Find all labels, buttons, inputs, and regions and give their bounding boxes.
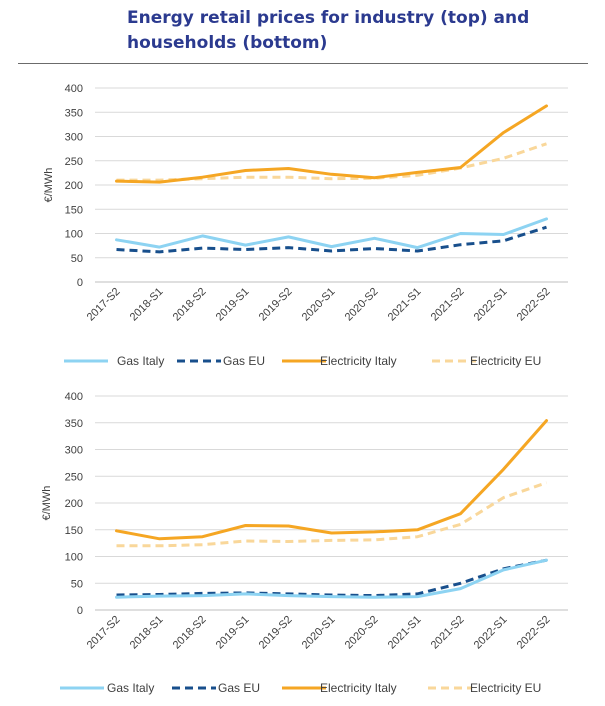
- x-tick-label: 2019-S2: [257, 286, 295, 324]
- x-tick-label: 2022-S1: [472, 286, 510, 324]
- y-tick-label: 200: [65, 180, 83, 192]
- y-tick-label: 50: [71, 253, 83, 265]
- legend-label-electricity-eu: Electricity EU: [470, 354, 541, 368]
- legend-label-electricity-italy: Electricity Italy: [320, 354, 397, 368]
- series-line-gas-eu: [116, 225, 547, 254]
- x-tick-label: 2017-S2: [85, 614, 123, 652]
- x-tick-label: 2020-S2: [343, 614, 381, 652]
- y-tick-label: 250: [65, 156, 83, 168]
- x-tick-label: 2021-S2: [429, 286, 467, 324]
- y-tick-label: 100: [65, 229, 83, 241]
- legend-label-gas-eu: Gas EU: [223, 354, 265, 368]
- x-tick-label: 2021-S1: [386, 286, 424, 324]
- x-tick-label: 2018-S1: [128, 614, 166, 652]
- x-tick-label: 2019-S1: [214, 286, 252, 324]
- x-tick-label: 2018-S2: [171, 614, 209, 652]
- series-line-gas-eu: [116, 558, 547, 598]
- y-tick-label: 400: [65, 83, 83, 95]
- y-tick-label: 300: [65, 132, 83, 144]
- y-tick-label: 150: [65, 525, 83, 537]
- x-tick-label: 2020-S1: [300, 286, 338, 324]
- legend-label-electricity-eu: Electricity EU: [470, 681, 541, 695]
- x-tick-label: 2018-S1: [128, 286, 166, 324]
- y-tick-label: 150: [65, 204, 83, 216]
- x-tick-label: 2022-S1: [472, 614, 510, 652]
- legend-label-electricity-italy: Electricity Italy: [320, 681, 397, 695]
- x-tick-label: 2017-S2: [85, 286, 123, 324]
- page-title: Energy retail prices for industry (top) …: [127, 8, 530, 53]
- y-tick-label: 200: [65, 498, 83, 510]
- x-tick-label: 2021-S1: [386, 614, 424, 652]
- y-tick-label: 0: [77, 605, 83, 617]
- series-line-electricity-eu: [116, 481, 547, 548]
- y-tick-label: 50: [71, 578, 83, 590]
- y-tick-label: 250: [65, 471, 83, 483]
- x-tick-label: 2022-S2: [515, 614, 553, 652]
- x-tick-label: 2019-S1: [214, 614, 252, 652]
- series-line-electricity-italy: [115, 104, 548, 184]
- x-tick-label: 2020-S2: [343, 286, 381, 324]
- series-line-electricity-italy: [115, 419, 548, 541]
- y-tick-label: 300: [65, 445, 83, 457]
- x-tick-label: 2019-S2: [257, 614, 295, 652]
- y-tick-label: 350: [65, 107, 83, 119]
- legend-label-gas-eu: Gas EU: [218, 681, 260, 695]
- y-axis-label: €/MWh: [41, 486, 53, 521]
- x-tick-label: 2018-S2: [171, 286, 209, 324]
- title-divider: [18, 63, 588, 64]
- legend-label-gas-italy: Gas Italy: [117, 354, 164, 368]
- series-line-gas-italy: [115, 558, 548, 599]
- y-tick-label: 0: [77, 277, 83, 289]
- y-tick-label: 350: [65, 418, 83, 430]
- y-axis-label: €/MWh: [43, 168, 55, 203]
- x-tick-label: 2022-S2: [515, 286, 553, 324]
- x-tick-label: 2021-S2: [429, 614, 467, 652]
- y-tick-label: 400: [65, 391, 83, 403]
- x-tick-label: 2020-S1: [300, 614, 338, 652]
- y-tick-label: 100: [65, 552, 83, 564]
- legend-label-gas-italy: Gas Italy: [107, 681, 154, 695]
